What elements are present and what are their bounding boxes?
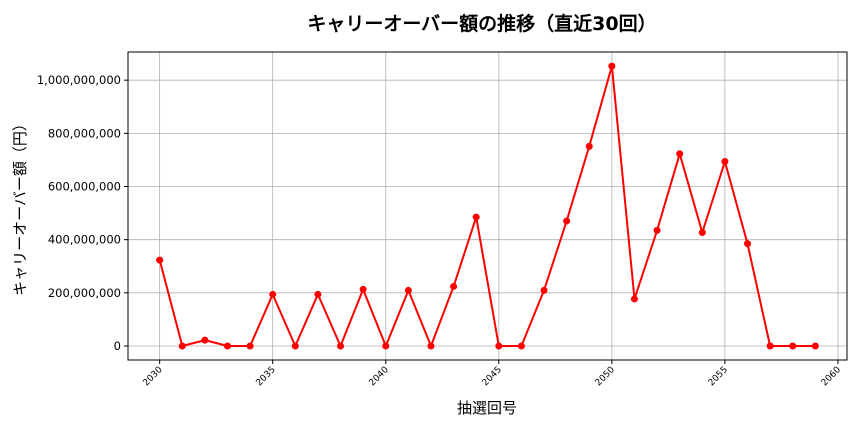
data-point-marker — [540, 286, 548, 294]
x-tick-label: 2045 — [481, 365, 504, 388]
data-point-marker — [472, 213, 480, 221]
data-point-marker — [676, 150, 684, 158]
data-series — [156, 62, 819, 350]
x-tick-label: 2060 — [820, 365, 843, 388]
x-axis-label: 抽選回号 — [457, 399, 517, 417]
grid-lines — [128, 52, 847, 360]
x-tick-label: 2055 — [707, 365, 730, 388]
data-point-marker — [744, 240, 752, 248]
data-point-marker — [495, 342, 503, 350]
y-axis-ticks: 0 200,000,000 400,000,000 600,000,000 800,00… — [37, 73, 128, 353]
data-point-marker — [404, 286, 412, 294]
y-tick-label: 1,000,000,000 — [37, 73, 121, 87]
x-tick-label: 2030 — [142, 365, 165, 388]
data-point-marker — [156, 256, 164, 264]
data-point-marker — [698, 228, 706, 236]
data-point-marker — [246, 342, 254, 350]
data-point-marker — [630, 295, 638, 303]
y-tick-label: 600,000,000 — [48, 180, 121, 194]
data-point-marker — [314, 290, 322, 298]
data-point-marker — [382, 342, 390, 350]
plot-frame — [127, 51, 848, 361]
data-point-marker — [450, 282, 458, 290]
y-axis-label: キャリーオーバー額（円） — [11, 116, 29, 296]
x-tick-label: 2035 — [255, 365, 278, 388]
data-point-marker — [223, 342, 231, 350]
data-point-marker — [337, 342, 345, 350]
x-tick-label: 2050 — [594, 365, 617, 388]
data-point-marker — [291, 342, 299, 350]
x-tick-label: 2040 — [368, 365, 391, 388]
y-tick-label: 0 — [114, 339, 121, 353]
y-tick-label: 200,000,000 — [48, 286, 121, 300]
data-point-marker — [359, 285, 367, 293]
chart-title: キャリーオーバー額の推移（直近30回） — [307, 12, 656, 35]
y-tick-label: 400,000,000 — [48, 233, 121, 247]
data-point-marker — [789, 342, 797, 350]
data-point-marker — [517, 342, 525, 350]
data-point-marker — [201, 336, 209, 344]
data-point-marker — [585, 142, 593, 150]
y-tick-label: 800,000,000 — [48, 126, 121, 140]
data-point-marker — [269, 290, 277, 298]
series-line — [158, 65, 816, 347]
data-point-marker — [563, 217, 571, 225]
data-point-marker — [811, 342, 819, 350]
data-point-marker — [608, 62, 616, 70]
data-point-marker — [653, 226, 661, 234]
data-point-marker — [427, 342, 435, 350]
data-point-marker — [178, 342, 186, 350]
data-point-marker — [721, 158, 729, 166]
data-point-marker — [766, 342, 774, 350]
x-axis-ticks: 2030 2035 2040 2045 2050 2055 2060 — [142, 360, 843, 388]
